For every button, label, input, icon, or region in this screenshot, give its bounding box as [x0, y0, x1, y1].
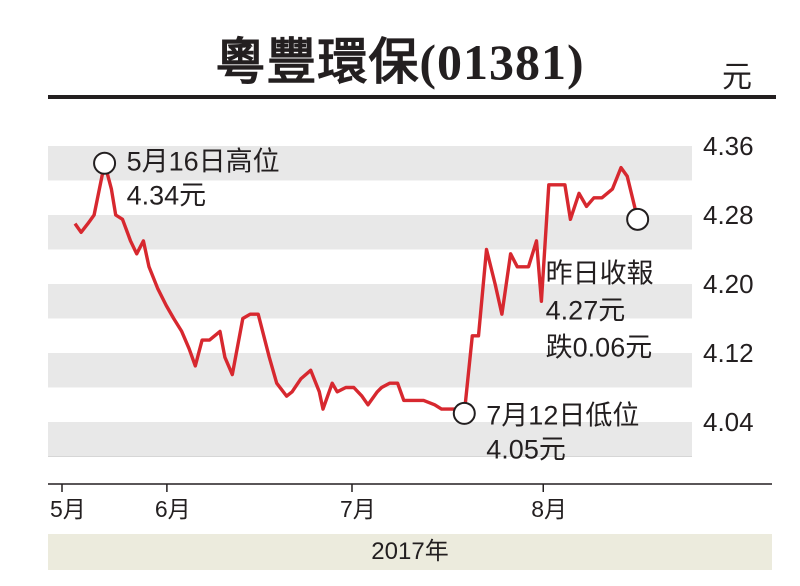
year-label: 2017年 [371, 538, 449, 565]
latest-annotation-text: 4.27元 [546, 295, 626, 325]
high-marker [93, 151, 117, 175]
y-unit-label: 元 [722, 61, 752, 94]
low-annotation-text: 4.05元 [486, 434, 566, 464]
x-tick-label: 6月 [155, 496, 191, 522]
grid-band [48, 284, 692, 319]
high-annotation-text: 4.34元 [127, 180, 207, 210]
y-tick-label: 4.20 [703, 269, 754, 299]
latest-annotation-text: 跌0.06元 [546, 332, 653, 362]
low-marker [452, 401, 476, 425]
x-tick-label: 8月 [531, 496, 567, 522]
high-annotation-text: 5月16日高位 [127, 146, 280, 176]
grid-band [48, 422, 692, 457]
x-tick-label: 7月 [340, 496, 376, 522]
price-line [73, 161, 640, 416]
grid-band [48, 318, 692, 353]
grid-band [48, 215, 692, 250]
year-band [48, 534, 772, 570]
y-tick-label: 4.28 [703, 200, 754, 230]
y-tick-label: 4.12 [703, 338, 754, 368]
low-annotation-text: 7月12日低位 [486, 400, 639, 430]
grid-band [48, 146, 692, 181]
chart-title: 粵豐環保(01381) [215, 34, 585, 90]
latest-annotation-text: 昨日收報 [546, 258, 654, 288]
grid-band [48, 180, 692, 215]
title-rule [48, 95, 776, 99]
grid-band [48, 353, 692, 388]
y-tick-label: 4.36 [703, 131, 754, 161]
x-tick-label: 5月 [50, 496, 86, 522]
y-tick-label: 4.04 [703, 407, 754, 437]
latest-marker [626, 207, 650, 231]
